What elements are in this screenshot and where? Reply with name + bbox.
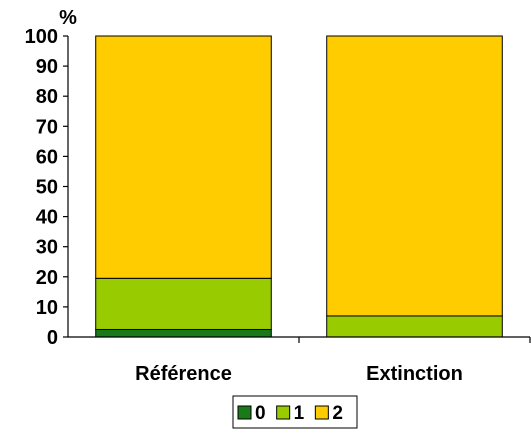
category-label: Référence [135,363,232,385]
legend-swatch-2 [314,405,329,420]
y-tick-label: 90 [36,56,58,78]
y-tick-label: 80 [36,86,58,108]
y-tick-label: 40 [36,207,58,229]
legend-label-1: 1 [294,403,305,424]
legend: 0 1 2 [232,395,358,429]
y-tick-label: 50 [36,177,58,199]
y-tick-label: 30 [36,237,58,259]
y-tick-label: 10 [36,297,58,319]
legend-swatch-0 [237,405,252,420]
y-axis-ticks: 0 10 20 30 40 50 60 70 80 90 100 [25,26,68,349]
legend-box [232,395,358,429]
y-tick-label: 60 [36,146,58,168]
bar-segment-2 [95,35,272,279]
bar-segment-0 [95,328,272,338]
y-tick-label: 20 [36,267,58,289]
bars-group [95,35,503,338]
category-label: Extinction [366,363,463,385]
x-axis-ticks: Référence Extinction [135,337,531,385]
bar-segment-2 [326,35,503,317]
bar-segment-1 [95,277,272,330]
y-tick-label: 0 [47,327,58,349]
bar-segment-1 [326,315,503,338]
legend-label-2: 2 [332,403,343,424]
legend-label-0: 0 [255,403,266,424]
legend-swatch-1 [276,405,291,420]
y-tick-label: 70 [36,116,58,138]
y-axis-unit: % [59,7,77,29]
y-tick-label: 100 [25,26,58,48]
